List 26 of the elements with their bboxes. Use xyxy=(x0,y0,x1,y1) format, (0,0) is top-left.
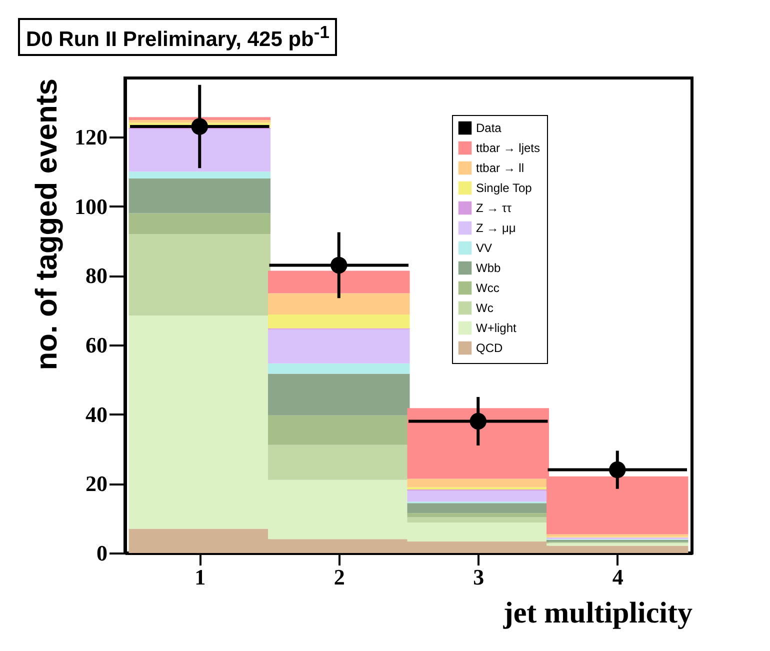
legend-label: ttbar → ll xyxy=(476,161,524,175)
y-tick-label: 100 xyxy=(74,194,108,219)
y-axis-title: no. of tagged events xyxy=(30,78,64,370)
y-tick-label: 120 xyxy=(74,124,108,150)
legend-label: ttbar → ljets xyxy=(476,141,540,155)
y-tick-label: 40 xyxy=(86,402,108,427)
legend-label: Z → ττ xyxy=(476,201,512,215)
legend-label: Wcc xyxy=(476,281,500,295)
chart-title: D0 Run II Preliminary, 425 pb$^{-1}$ xyxy=(18,18,338,56)
legend-label: Wbb xyxy=(476,261,501,275)
y-tick-label: 80 xyxy=(86,263,108,288)
legend-label: VV xyxy=(476,241,492,255)
legend-label: Data xyxy=(476,121,502,135)
x-tick-label: 4 xyxy=(612,564,624,590)
y-tick-label: 20 xyxy=(86,471,108,496)
legend-label: W+light xyxy=(476,321,518,335)
legend-label: QCD xyxy=(476,341,503,355)
y-tick-label: 0 xyxy=(96,540,108,566)
legend-label: Wc xyxy=(476,301,494,315)
x-tick-label: 2 xyxy=(334,564,345,590)
legend-label: Single Top xyxy=(476,181,532,195)
y-tick-label: 60 xyxy=(86,332,108,358)
x-tick-label: 1 xyxy=(194,564,206,590)
legend-label: Z → μμ xyxy=(476,221,516,235)
x-tick-label: 3 xyxy=(473,564,484,590)
x-axis-title: jet multiplicity xyxy=(502,596,692,630)
